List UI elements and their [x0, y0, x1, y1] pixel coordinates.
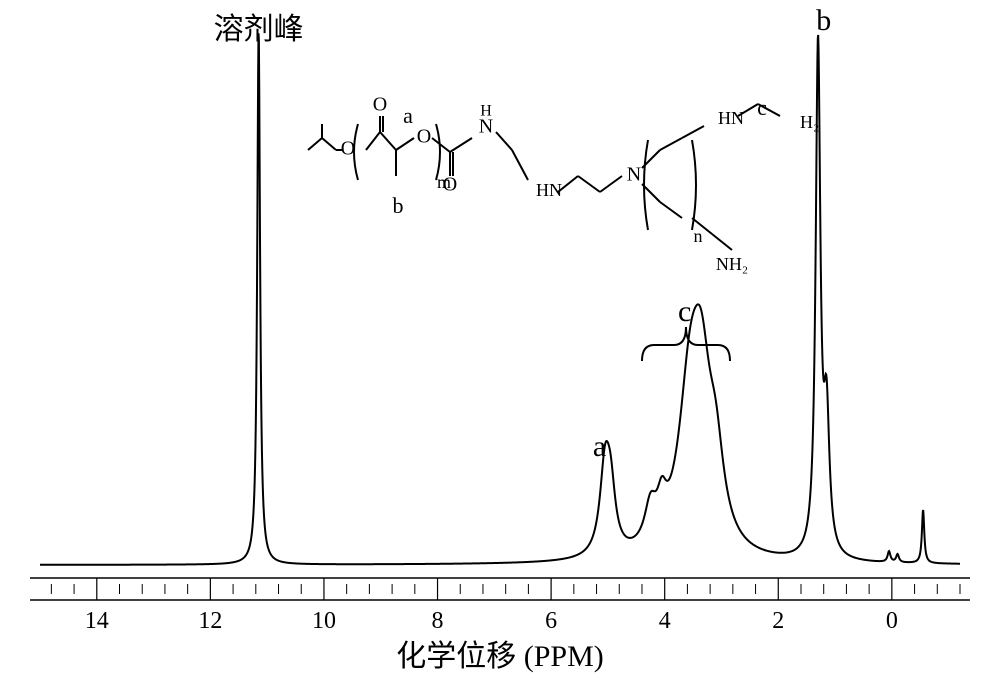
svg-text:a: a [403, 103, 413, 128]
x-tick-label: 2 [772, 608, 784, 635]
svg-text:n: n [694, 226, 703, 246]
x-tick-label: 0 [886, 608, 898, 635]
x-axis-title: 化学位移 (PPM) [396, 631, 604, 675]
x-tick-label: 14 [85, 608, 109, 635]
molecular-structure-overlay: OOOmONHHNNHNH₂NnNH₂abc [300, 80, 820, 300]
svg-text:NH₂: NH₂ [716, 254, 748, 274]
figure-container: 化学位移 (PPM) 14121086420 c溶剂峰ab OOOmONHHNN… [0, 0, 1000, 691]
svg-text:HN: HN [718, 108, 744, 128]
peak-label-label-a: a [593, 430, 606, 464]
svg-text:O: O [373, 94, 387, 116]
x-tick-label: 12 [198, 608, 222, 635]
svg-text:HN: HN [536, 180, 562, 200]
x-tick-label: 10 [312, 608, 336, 635]
peak-label-label-b: b [816, 4, 831, 38]
x-tick-label: 4 [659, 608, 671, 635]
svg-text:H₂N: H₂N [800, 112, 820, 132]
svg-text:H: H [480, 103, 492, 120]
region-brace-label-c: c [678, 295, 691, 329]
svg-text:b: b [393, 193, 404, 218]
x-tick-label: 6 [545, 608, 557, 635]
peak-label-solvent-label: 溶剂峰 [214, 4, 304, 48]
x-tick-label: 8 [432, 608, 444, 635]
svg-text:O: O [417, 126, 431, 148]
svg-text:O: O [443, 174, 457, 196]
svg-text:c: c [757, 95, 767, 120]
svg-text:N: N [627, 164, 641, 186]
